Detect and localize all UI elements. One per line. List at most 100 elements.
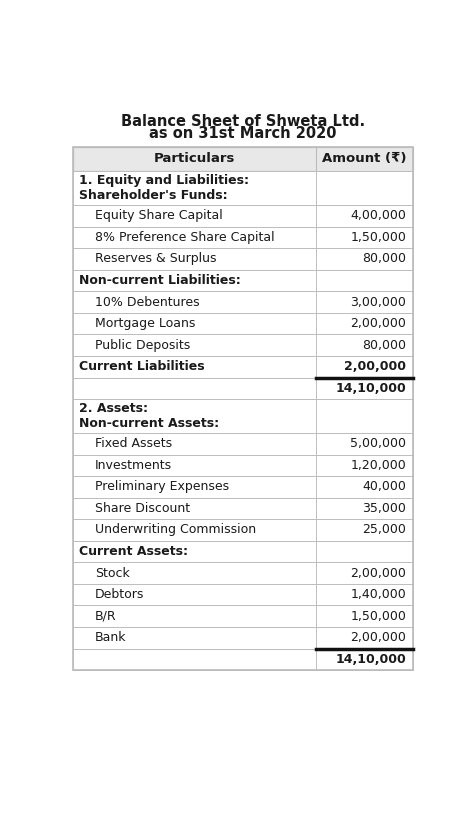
Bar [73,146,413,670]
Text: 80,000: 80,000 [363,252,406,266]
Text: 2,00,000: 2,00,000 [351,317,406,330]
Text: Balance Sheet of Shweta Ltd.: Balance Sheet of Shweta Ltd. [121,115,365,130]
Bar [73,519,316,541]
Bar [73,205,316,227]
Bar [316,476,413,497]
Bar [316,563,413,584]
Text: Fixed Assets: Fixed Assets [95,437,172,451]
Text: Equity Share Capital: Equity Share Capital [95,209,223,222]
Bar [73,627,413,649]
Text: 2,00,000: 2,00,000 [351,567,406,579]
Bar [73,584,413,605]
Bar [316,455,413,476]
Bar [316,627,413,649]
Bar [73,291,413,313]
Text: 5,00,000: 5,00,000 [350,437,406,451]
Bar [73,378,316,399]
Bar [316,270,413,291]
Text: Current Liabilities: Current Liabilities [80,360,205,373]
Text: 1. Equity and Liabilities:: 1. Equity and Liabilities: [80,174,249,187]
Text: 1,20,000: 1,20,000 [351,459,406,472]
Bar [73,313,316,334]
Text: 1,50,000: 1,50,000 [351,609,406,623]
Bar [73,519,413,541]
Bar [316,356,413,378]
Text: 80,000: 80,000 [363,339,406,352]
Bar [316,541,413,563]
Bar [73,399,413,433]
Text: 10% Debentures: 10% Debentures [95,296,200,308]
Bar [316,399,413,433]
Bar [73,248,316,270]
Bar [73,270,316,291]
Text: Stock: Stock [95,567,130,579]
Bar [316,649,413,670]
Bar [73,627,316,649]
Text: Debtors: Debtors [95,589,144,601]
Text: 35,000: 35,000 [363,502,406,515]
Bar [73,146,316,171]
Bar [316,248,413,270]
Bar [73,476,316,497]
Text: Investments: Investments [95,459,172,472]
Bar [316,605,413,627]
Bar [73,497,316,519]
Bar [73,649,316,670]
Bar [73,563,316,584]
Text: 14,10,000: 14,10,000 [336,653,406,665]
Text: Share Discount: Share Discount [95,502,190,515]
Bar [73,541,413,563]
Text: 1,50,000: 1,50,000 [351,231,406,244]
Bar [73,334,413,356]
Text: Preliminary Expenses: Preliminary Expenses [95,481,229,493]
Bar [73,563,413,584]
Text: 3,00,000: 3,00,000 [351,296,406,308]
Text: Mortgage Loans: Mortgage Loans [95,317,195,330]
Text: 2. Assets:: 2. Assets: [80,402,148,415]
Bar [73,313,413,334]
Bar [316,519,413,541]
Text: Current Assets:: Current Assets: [80,545,188,558]
Text: Shareholder's Funds:: Shareholder's Funds: [80,189,228,202]
Text: Reserves & Surplus: Reserves & Surplus [95,252,217,266]
Text: 25,000: 25,000 [363,523,406,537]
Bar [316,171,413,205]
Bar [316,227,413,248]
Bar [73,455,413,476]
Bar [316,334,413,356]
Bar [316,313,413,334]
Text: 40,000: 40,000 [363,481,406,493]
Bar [316,291,413,313]
Text: Non-current Liabilities:: Non-current Liabilities: [80,274,241,287]
Text: 2,00,000: 2,00,000 [351,631,406,645]
Bar [73,248,413,270]
Bar [73,605,316,627]
Bar [316,433,413,455]
Text: 1,40,000: 1,40,000 [351,589,406,601]
Bar [73,227,413,248]
Text: 2,00,000: 2,00,000 [345,360,406,373]
Bar [316,584,413,605]
Bar [73,227,316,248]
Text: Bank: Bank [95,631,127,645]
Text: Particulars: Particulars [154,152,235,166]
Bar [73,455,316,476]
Bar [73,497,413,519]
Bar [73,356,413,378]
Bar [316,497,413,519]
Text: 4,00,000: 4,00,000 [351,209,406,222]
Bar [73,171,316,205]
Bar [73,356,316,378]
Bar [316,205,413,227]
Text: Amount (₹): Amount (₹) [322,152,407,166]
Bar [73,291,316,313]
Text: Underwriting Commission: Underwriting Commission [95,523,256,537]
Bar [73,205,413,227]
Bar [73,146,413,171]
Bar [73,378,413,399]
Text: 8% Preference Share Capital: 8% Preference Share Capital [95,231,274,244]
Bar [73,541,316,563]
Bar [73,605,413,627]
Bar [73,270,413,291]
Text: Public Deposits: Public Deposits [95,339,190,352]
